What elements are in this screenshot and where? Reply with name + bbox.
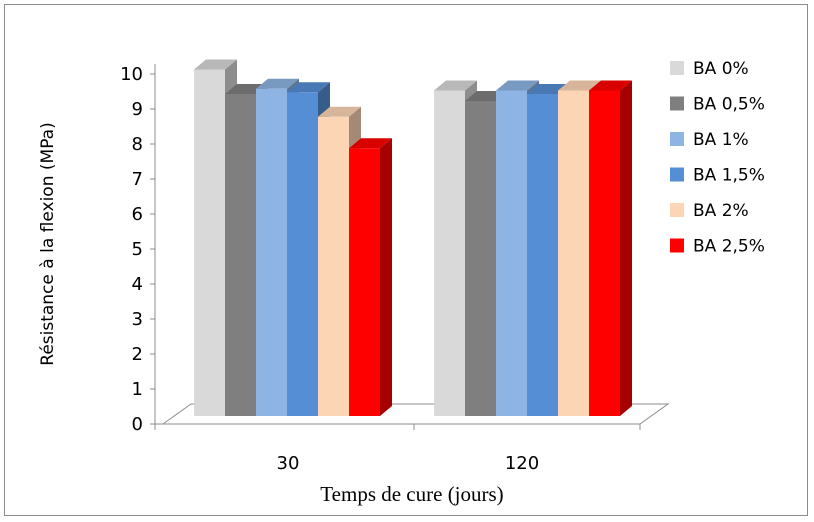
legend-item: BA 1%	[670, 130, 749, 150]
legend-swatch	[670, 203, 684, 217]
y-tick-label: 1	[132, 379, 143, 400]
bar-top	[256, 78, 299, 89]
y-axis: 0 1 2 3 4 5 6 7 8 9 10	[120, 64, 156, 435]
y-tick-label: 5	[132, 239, 143, 260]
bar-front	[527, 94, 558, 416]
legend-item: BA 0,5%	[670, 95, 765, 115]
legend-item: BA 1,5%	[670, 166, 765, 186]
bar-front	[318, 116, 349, 416]
y-tick-label: 10	[120, 64, 143, 85]
y-tick-label: 4	[132, 274, 143, 295]
y-tick-label: 2	[132, 344, 143, 365]
legend-label: BA 1,5%	[693, 166, 765, 186]
x-tick-label: 120	[505, 453, 539, 474]
y-axis-label: Résistance à la flexion (MPa)	[38, 122, 58, 365]
bar-front	[434, 90, 465, 416]
legend-label: BA 2%	[693, 201, 749, 221]
legend-swatch	[670, 132, 684, 146]
bar-front	[287, 92, 318, 416]
bar-front	[256, 88, 287, 416]
x-axis: 30 120	[154, 423, 641, 474]
bar-front	[194, 69, 225, 416]
legend-label: BA 0%	[693, 59, 749, 79]
y-tick-label: 3	[132, 309, 143, 330]
bar	[589, 80, 632, 416]
legend-swatch	[670, 96, 684, 111]
bar-top	[349, 138, 392, 149]
y-tick-label: 7	[132, 169, 143, 190]
bar	[349, 138, 392, 416]
y-tick-label: 9	[132, 99, 143, 120]
bar-front	[496, 90, 527, 416]
bar-front	[589, 90, 620, 416]
x-axis-label: Temps de cure (jours)	[320, 482, 503, 506]
legend-item: BA 2%	[670, 201, 749, 221]
chart-frame	[4, 4, 808, 516]
legend-item: BA 0%	[670, 59, 749, 79]
bar-top	[194, 59, 237, 70]
bar-side	[380, 138, 392, 416]
bar-front	[349, 148, 380, 416]
legend-item: BA 2,5%	[670, 237, 765, 257]
legend-label: BA 0,5%	[693, 95, 765, 115]
legend-label: BA 2,5%	[693, 237, 765, 257]
x-tick-label: 30	[277, 453, 300, 474]
bar-top	[287, 82, 330, 93]
y-tick-label: 6	[132, 204, 143, 225]
bars	[194, 59, 632, 416]
bar-front	[225, 94, 256, 416]
y-tick-label: 0	[132, 414, 143, 435]
legend-label: BA 1%	[693, 130, 749, 150]
legend-swatch	[670, 167, 684, 182]
bar-top	[318, 106, 361, 117]
legend-swatch	[670, 61, 684, 75]
bar-top	[434, 80, 477, 91]
bar-top	[496, 80, 539, 91]
bar-side	[620, 80, 632, 416]
bar-front	[465, 101, 496, 416]
y-tick-label: 8	[132, 134, 143, 155]
bar-top	[558, 80, 601, 91]
bar-top	[589, 80, 632, 91]
legend-swatch	[670, 238, 684, 253]
legend: BA 0% BA 0,5% BA 1% BA 1,5% BA 2% BA 2,5%	[670, 59, 765, 257]
bar-front	[558, 90, 589, 416]
